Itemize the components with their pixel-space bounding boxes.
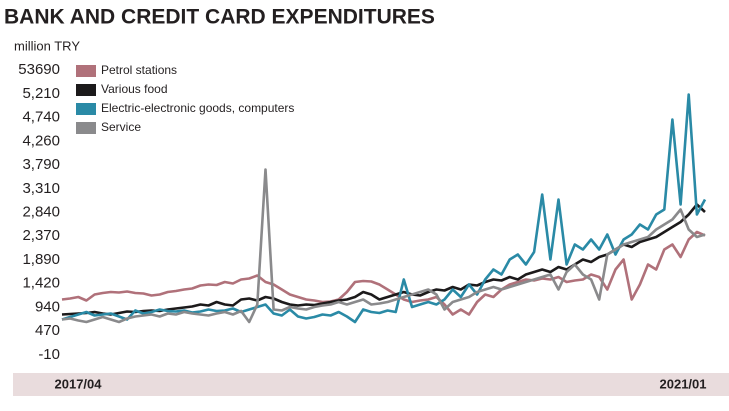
y-tick-label: 4,260	[22, 132, 60, 149]
y-axis-label: million TRY	[14, 38, 80, 53]
y-tick-label: 3,310	[22, 180, 60, 197]
y-tick-label: 1,420	[22, 274, 60, 291]
y-tick-label: 53690	[18, 61, 60, 78]
legend-swatch	[76, 84, 96, 96]
legend-swatch	[76, 122, 96, 134]
x-tick-label: 2021/01	[660, 376, 707, 391]
y-tick-label: 5,210	[22, 85, 60, 102]
legend-label: Various food	[101, 82, 168, 96]
y-tick-label: 470	[35, 322, 60, 339]
y-tick-label: -10	[38, 346, 60, 363]
series-line	[61, 203, 706, 316]
legend-swatch	[76, 65, 96, 77]
legend-label: Electric-electronic goods, computers	[101, 101, 294, 115]
legend-swatch	[76, 103, 96, 115]
y-tick-label: 3,790	[22, 156, 60, 173]
y-tick-label: 1,890	[22, 251, 60, 268]
series-line	[61, 93, 707, 324]
chart-title: BANK AND CREDIT CARD EXPENDITURES	[4, 6, 435, 29]
x-axis-band	[13, 373, 729, 396]
legend-label: Service	[101, 120, 141, 134]
series-line	[61, 230, 706, 316]
y-tick-label: 2,840	[22, 203, 60, 220]
legend-label: Petrol stations	[101, 63, 177, 77]
y-tick-label: 940	[35, 298, 60, 315]
x-tick-label: 2017/04	[55, 376, 103, 391]
y-tick-label: 2,370	[22, 227, 60, 244]
y-tick-label: 4,740	[22, 108, 60, 125]
series-line	[61, 168, 706, 324]
